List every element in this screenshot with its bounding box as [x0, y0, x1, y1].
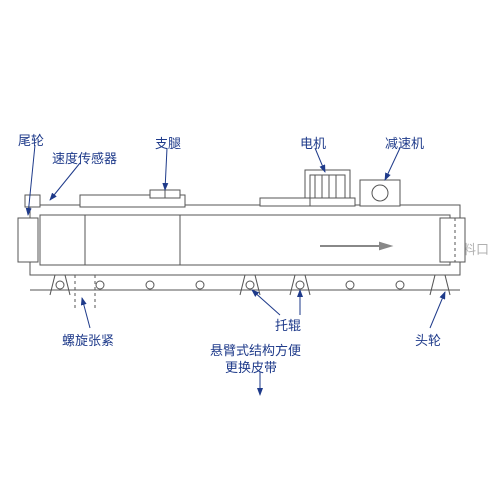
conveyor-diagram	[0, 0, 500, 500]
